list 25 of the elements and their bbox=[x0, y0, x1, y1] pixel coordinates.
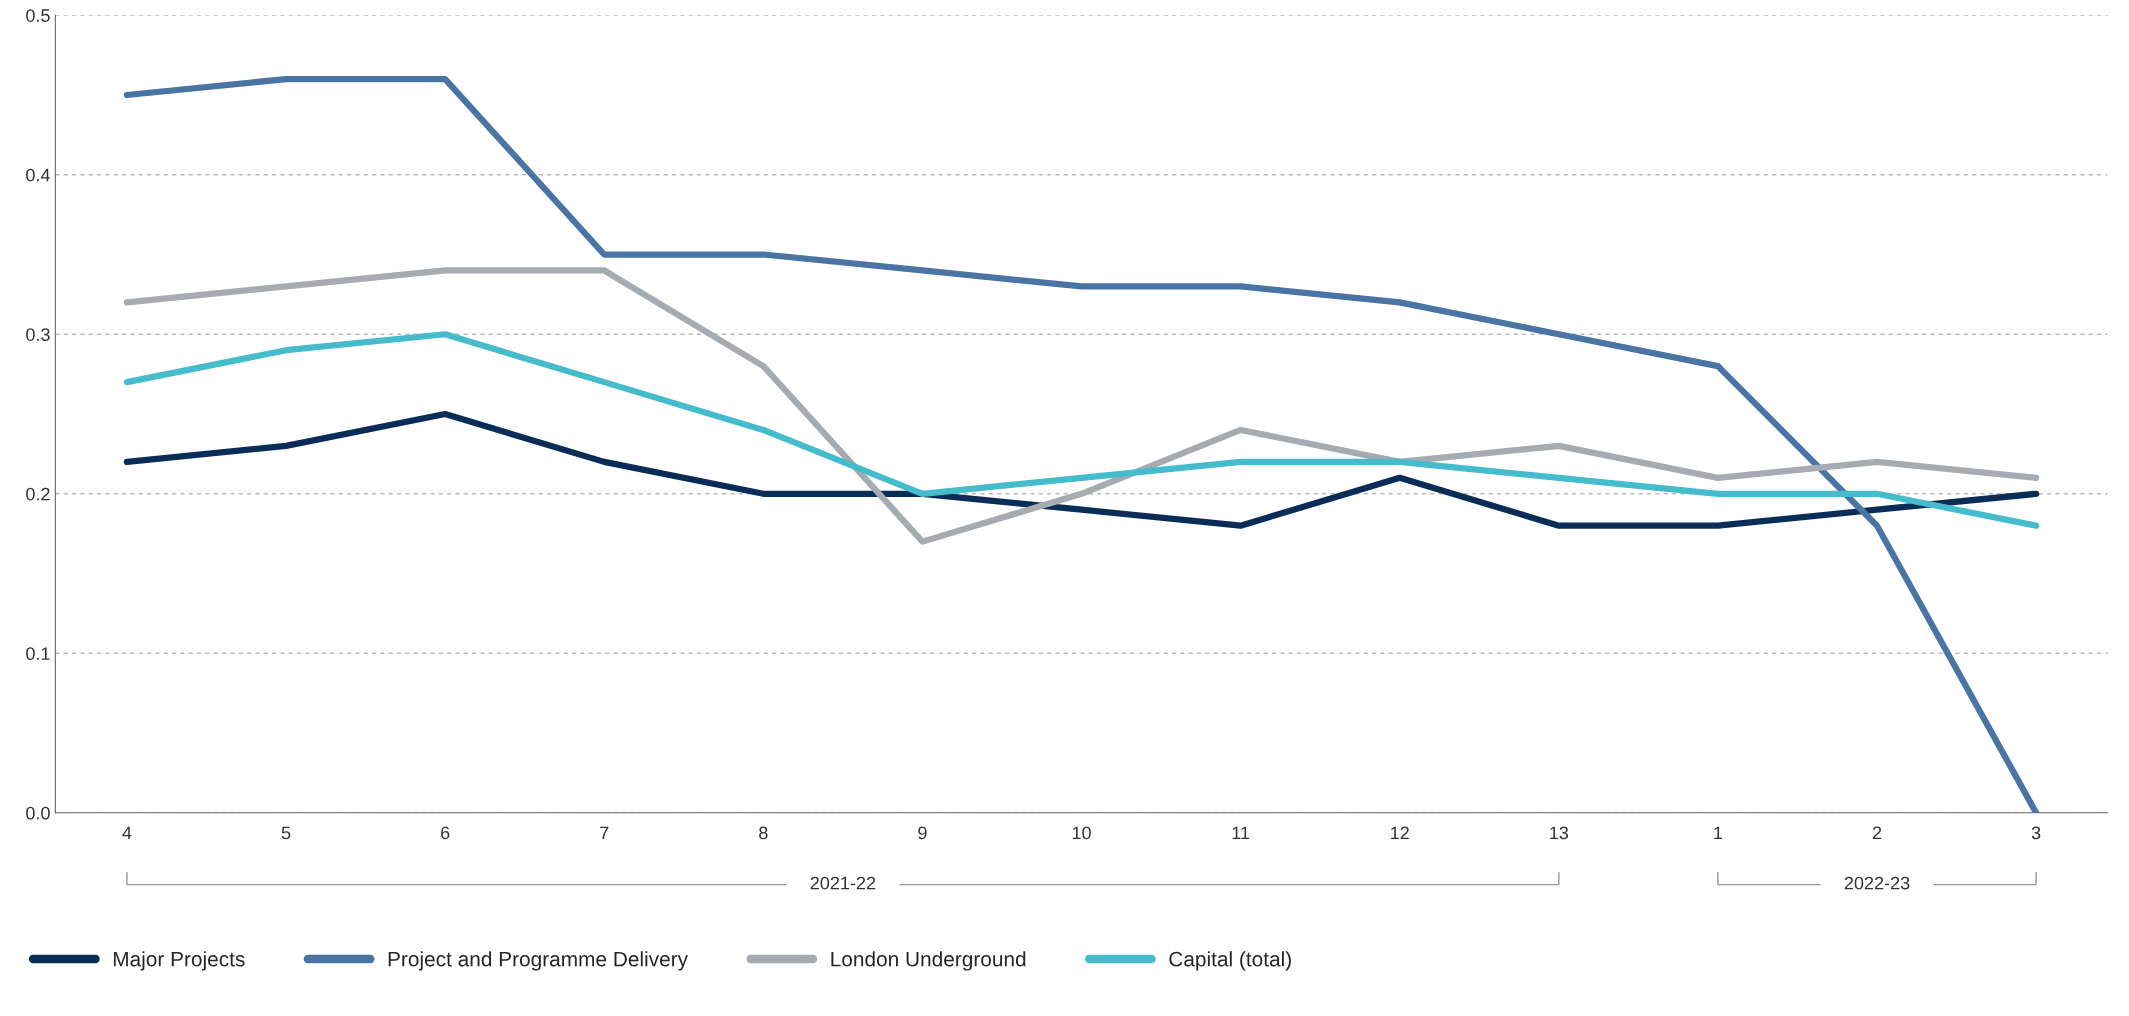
legend-label: Project and Programme Delivery bbox=[388, 951, 689, 971]
x-tick-label: 6 bbox=[441, 826, 450, 840]
legend-label: Major Projects bbox=[113, 951, 245, 971]
x-tick-label: 8 bbox=[759, 826, 768, 840]
legend-label: Capital (total) bbox=[1169, 951, 1291, 971]
x-tick-label: 11 bbox=[1232, 826, 1250, 840]
text: 2022-23 bbox=[1844, 876, 1910, 890]
y-tick-label: 0.1 bbox=[26, 647, 50, 661]
x-tick-label: 9 bbox=[918, 826, 927, 840]
legend-label: London Underground bbox=[831, 951, 1026, 971]
text: 2021-22 bbox=[810, 876, 876, 890]
x-tick-label: 4 bbox=[122, 826, 132, 840]
y-tick-label: 0.3 bbox=[26, 328, 50, 341]
x-tick-label: 7 bbox=[600, 826, 609, 840]
x-tick-label: 2 bbox=[1872, 826, 1882, 840]
x-tick-label: 5 bbox=[281, 826, 291, 840]
y-tick-label: 0.5 bbox=[26, 9, 50, 22]
x-tick-label: 10 bbox=[1072, 826, 1091, 840]
x-tick-label: 13 bbox=[1550, 826, 1569, 840]
x-tick-label: 3 bbox=[2031, 826, 2041, 840]
x-tick-label: 1 bbox=[1714, 826, 1723, 840]
y-tick-label: 0.4 bbox=[26, 168, 50, 182]
y-tick-label: 0.2 bbox=[26, 487, 50, 501]
x-tick-label: 12 bbox=[1391, 826, 1409, 840]
y-tick-label: 0.0 bbox=[26, 806, 50, 820]
